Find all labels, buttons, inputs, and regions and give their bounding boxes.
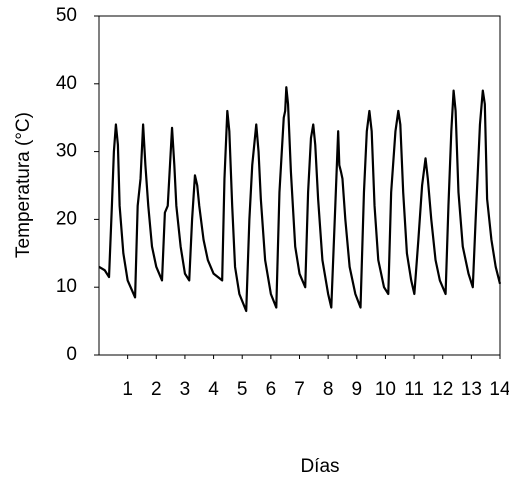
x-tick-label: 9 [351, 379, 362, 400]
x-tick-label: 11 [404, 379, 424, 400]
y-tick-label: 30 [56, 141, 77, 162]
y-tick-label: 10 [56, 276, 77, 297]
x-tick-label: 13 [461, 379, 482, 400]
x-tick-label: 6 [266, 379, 277, 400]
series-line [98, 86, 502, 313]
x-tick-label: 8 [323, 379, 334, 400]
y-tick-label: 0 [66, 344, 77, 365]
x-axis-label: Días [300, 456, 339, 477]
x-tick-label: 2 [151, 379, 162, 400]
y-tick-label: 40 [56, 73, 77, 94]
x-tick-label: 7 [294, 379, 305, 400]
y-tick-label: 50 [56, 5, 77, 26]
x-tick-label: 12 [432, 379, 453, 400]
x-tick-label: 10 [375, 379, 396, 400]
x-tick-label: 4 [208, 379, 219, 400]
y-tick-label: 20 [56, 208, 77, 229]
x-tick-label: 5 [237, 379, 248, 400]
x-tick-label: 1 [122, 379, 133, 400]
x-tick-label: 14 [489, 379, 509, 400]
x-tick-label: 3 [180, 379, 191, 400]
plot-frame [98, 15, 501, 356]
y-axis-label: Temperatura (°C) [13, 112, 34, 258]
